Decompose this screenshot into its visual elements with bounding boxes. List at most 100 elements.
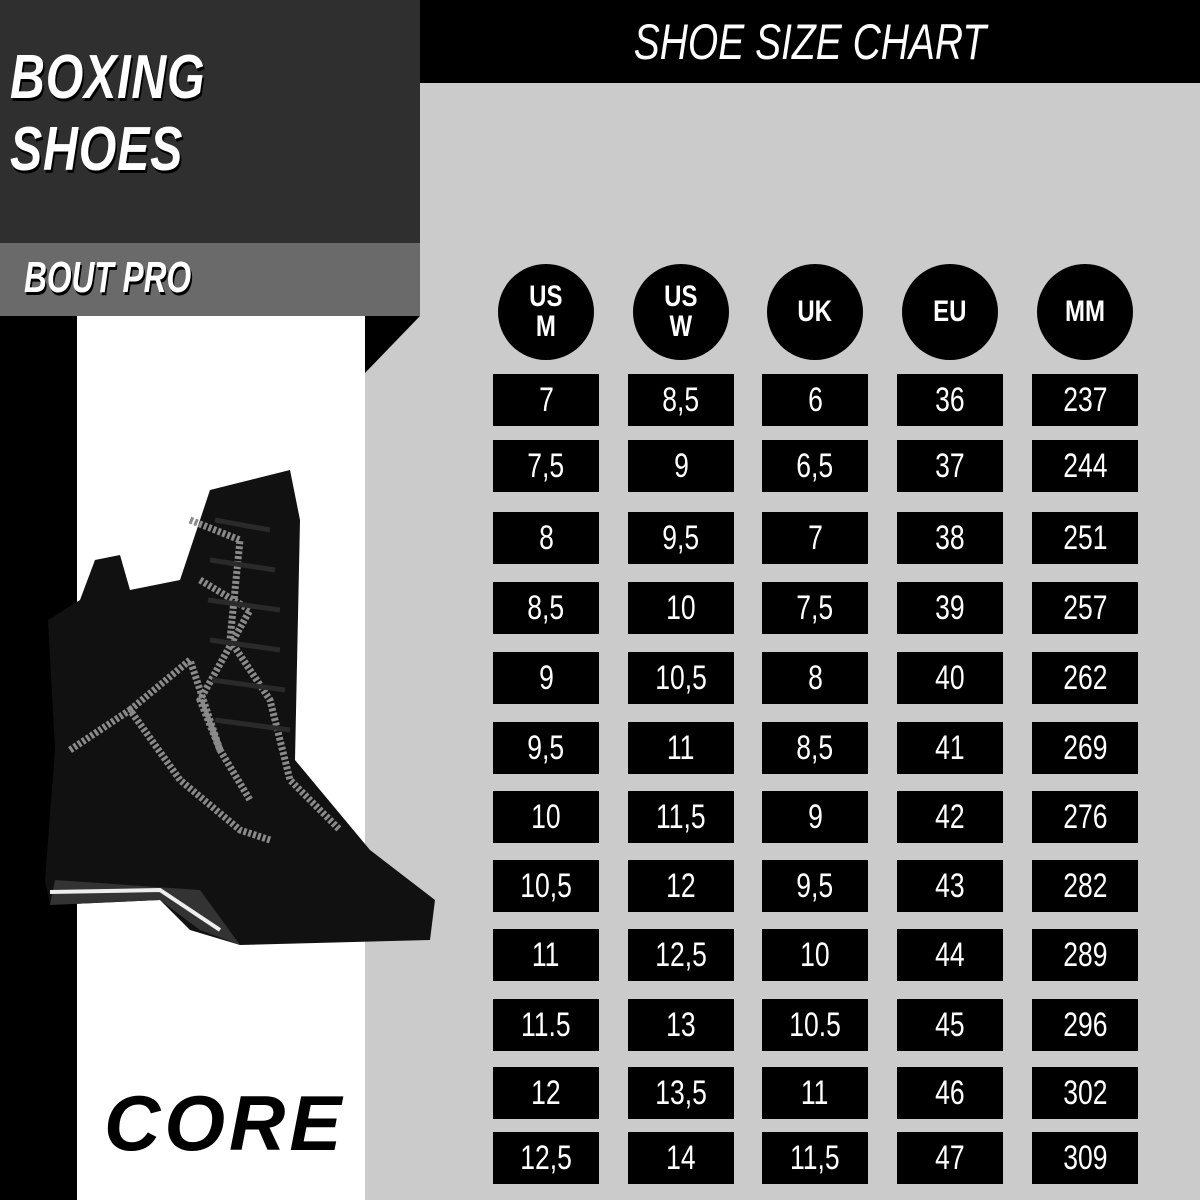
size-value: 269 <box>1062 728 1108 767</box>
size-value: 38 <box>935 518 965 557</box>
size-cell: 9,5 <box>762 860 868 912</box>
size-cell: 42 <box>897 791 1003 843</box>
size-value: 244 <box>1062 446 1108 485</box>
size-cell: 10 <box>628 582 734 634</box>
size-value: 296 <box>1062 1005 1108 1044</box>
size-cell: 45 <box>897 999 1003 1051</box>
size-value: 36 <box>935 380 965 419</box>
size-cell: 9 <box>762 791 868 843</box>
size-value: 14 <box>666 1138 696 1177</box>
size-cell: 251 <box>1032 512 1138 564</box>
size-cell: 44 <box>897 929 1003 981</box>
size-value: 7,5 <box>527 446 565 485</box>
size-value: 9,5 <box>796 866 834 905</box>
column-header-label: MM <box>1064 295 1105 328</box>
model-band <box>0 243 420 316</box>
product-category-title: BOXING SHOES <box>10 43 206 184</box>
size-cell: 11 <box>493 929 599 981</box>
size-value: 10.5 <box>789 1005 841 1044</box>
column-header: EU <box>902 264 998 360</box>
size-cell: 9,5 <box>493 722 599 774</box>
size-cell: 40 <box>897 652 1003 704</box>
model-name: BOUT PRO <box>24 253 192 302</box>
size-cell: 257 <box>1032 582 1138 634</box>
size-value: 262 <box>1062 658 1108 697</box>
size-cell: 7 <box>762 512 868 564</box>
column-header: UK <box>767 264 863 360</box>
size-value: 237 <box>1062 380 1108 419</box>
size-value: 251 <box>1062 518 1108 557</box>
size-cell: 8 <box>493 512 599 564</box>
size-value: 8 <box>807 658 823 697</box>
chart-title: SHOE SIZE CHART <box>420 14 1200 70</box>
brand-logo: CORE <box>104 1079 346 1167</box>
size-value: 257 <box>1062 588 1108 627</box>
size-value: 44 <box>935 935 965 974</box>
size-cell: 10,5 <box>628 652 734 704</box>
size-value: 9,5 <box>662 518 700 557</box>
size-value: 6,5 <box>796 446 834 485</box>
size-value: 37 <box>935 446 965 485</box>
size-value: 11 <box>667 728 695 767</box>
chart-header-strip <box>420 0 1200 83</box>
size-value: 282 <box>1062 866 1108 905</box>
size-cell: 36 <box>897 374 1003 426</box>
size-value: 47 <box>935 1138 965 1177</box>
size-value: 8,5 <box>796 728 834 767</box>
size-value: 10,5 <box>655 658 707 697</box>
size-value: 39 <box>935 588 965 627</box>
size-value: 9,5 <box>527 728 565 767</box>
size-cell: 244 <box>1032 440 1138 492</box>
size-cell: 12 <box>493 1067 599 1119</box>
title-panel <box>0 0 420 243</box>
size-cell: 14 <box>628 1132 734 1184</box>
size-cell: 6,5 <box>762 440 868 492</box>
size-cell: 282 <box>1032 860 1138 912</box>
size-value: 302 <box>1062 1073 1108 1112</box>
size-value: 289 <box>1062 935 1108 974</box>
corner-triangle <box>365 316 420 373</box>
size-value: 9 <box>807 797 823 836</box>
size-cell: 13,5 <box>628 1067 734 1119</box>
size-cell: 289 <box>1032 929 1138 981</box>
size-value: 10 <box>666 588 696 627</box>
column-header: US W <box>633 264 729 360</box>
size-cell: 11.5 <box>493 999 599 1051</box>
size-cell: 237 <box>1032 374 1138 426</box>
size-cell: 9 <box>628 440 734 492</box>
size-value: 12,5 <box>655 935 707 974</box>
size-value: 8,5 <box>662 380 700 419</box>
size-value: 45 <box>935 1005 965 1044</box>
size-cell: 8 <box>762 652 868 704</box>
size-cell: 7,5 <box>762 582 868 634</box>
size-cell: 8,5 <box>628 374 734 426</box>
size-value: 8 <box>538 518 554 557</box>
size-value: 10 <box>800 935 830 974</box>
size-cell: 13 <box>628 999 734 1051</box>
size-value: 40 <box>935 658 965 697</box>
size-cell: 7,5 <box>493 440 599 492</box>
size-cell: 38 <box>897 512 1003 564</box>
size-cell: 10.5 <box>762 999 868 1051</box>
size-cell: 11 <box>762 1067 868 1119</box>
size-value: 10 <box>531 797 561 836</box>
size-value: 43 <box>935 866 965 905</box>
boxing-shoe-image <box>45 470 435 945</box>
column-header: MM <box>1037 264 1133 360</box>
size-cell: 12,5 <box>628 929 734 981</box>
size-cell: 47 <box>897 1132 1003 1184</box>
size-value: 7 <box>807 518 823 557</box>
size-cell: 262 <box>1032 652 1138 704</box>
size-value: 13,5 <box>655 1073 707 1112</box>
size-cell: 302 <box>1032 1067 1138 1119</box>
size-cell: 276 <box>1032 791 1138 843</box>
size-cell: 12,5 <box>493 1132 599 1184</box>
size-value: 6 <box>807 380 823 419</box>
size-value: 7 <box>538 380 554 419</box>
size-cell: 39 <box>897 582 1003 634</box>
size-cell: 269 <box>1032 722 1138 774</box>
size-value: 41 <box>935 728 965 767</box>
size-value: 11,5 <box>790 1138 840 1177</box>
column-header-label: EU <box>933 295 967 328</box>
size-value: 11 <box>801 1073 829 1112</box>
